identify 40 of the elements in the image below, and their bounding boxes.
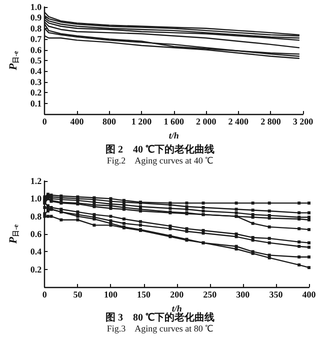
y-tick-label: 1.0 xyxy=(30,2,42,12)
y-tick-label: 0.5 xyxy=(30,56,42,66)
y-tick-label: 0.7 xyxy=(30,34,42,44)
x-tick-label: 50 xyxy=(73,290,83,300)
y-tick-label: 0.8 xyxy=(30,23,42,34)
y-tick-label: 0.1 xyxy=(30,98,42,108)
y-tick-label: 0.4 xyxy=(30,66,42,76)
y-tick-label: 0.2 xyxy=(30,88,42,98)
x-tick-label: 400 xyxy=(70,116,84,126)
text: 图 2 40 ℃下的老化曲线 xyxy=(106,144,214,156)
y-tick-label: 0.8 xyxy=(30,211,42,222)
y-tick-label: 1.0 xyxy=(30,194,42,204)
x-axis-title: t/h xyxy=(172,303,182,314)
y-tick-label: 0.4 xyxy=(30,246,42,257)
x-tick-label: 0 xyxy=(42,290,48,300)
x-tick-label: 1 600 xyxy=(164,116,184,126)
y-tick-label: 0.9 xyxy=(30,12,42,23)
x-tick-label: 2 400 xyxy=(228,116,250,126)
x-tick-label: 400 xyxy=(302,290,316,300)
x-tick-label: 2 000 xyxy=(196,116,217,126)
x-tick-label: 350 xyxy=(269,290,284,300)
x-tick-label: 2 800 xyxy=(260,116,282,126)
x-tick-label: 0 xyxy=(42,116,48,126)
x-tick-label: 250 xyxy=(203,290,218,300)
x-tick-label: 150 xyxy=(137,290,152,300)
y-tick-label: 0.2 xyxy=(30,264,42,274)
text: Fig.2 Aging curves at 40 ℃ xyxy=(106,156,214,166)
y-tick-label: 0.3 xyxy=(30,76,42,87)
y-tick-label: 0.6 xyxy=(30,229,42,239)
text: 图 3 80 ℃下的老化曲线 xyxy=(106,312,214,324)
text: Fig.3 Aging curves at 80 ℃ xyxy=(106,324,214,334)
x-tick-label: 800 xyxy=(102,116,116,126)
x-tick-label: 200 xyxy=(170,290,184,300)
x-tick-label: 100 xyxy=(104,290,118,300)
x-tick-label: 300 xyxy=(236,290,250,300)
x-axis-title: t/h xyxy=(168,130,179,140)
x-tick-label: 1 200 xyxy=(131,116,152,126)
y-tick-label: 1.2 xyxy=(30,176,42,186)
y-tick-label: 0.6 xyxy=(30,44,42,55)
x-tick-label: 3 200 xyxy=(292,116,314,126)
